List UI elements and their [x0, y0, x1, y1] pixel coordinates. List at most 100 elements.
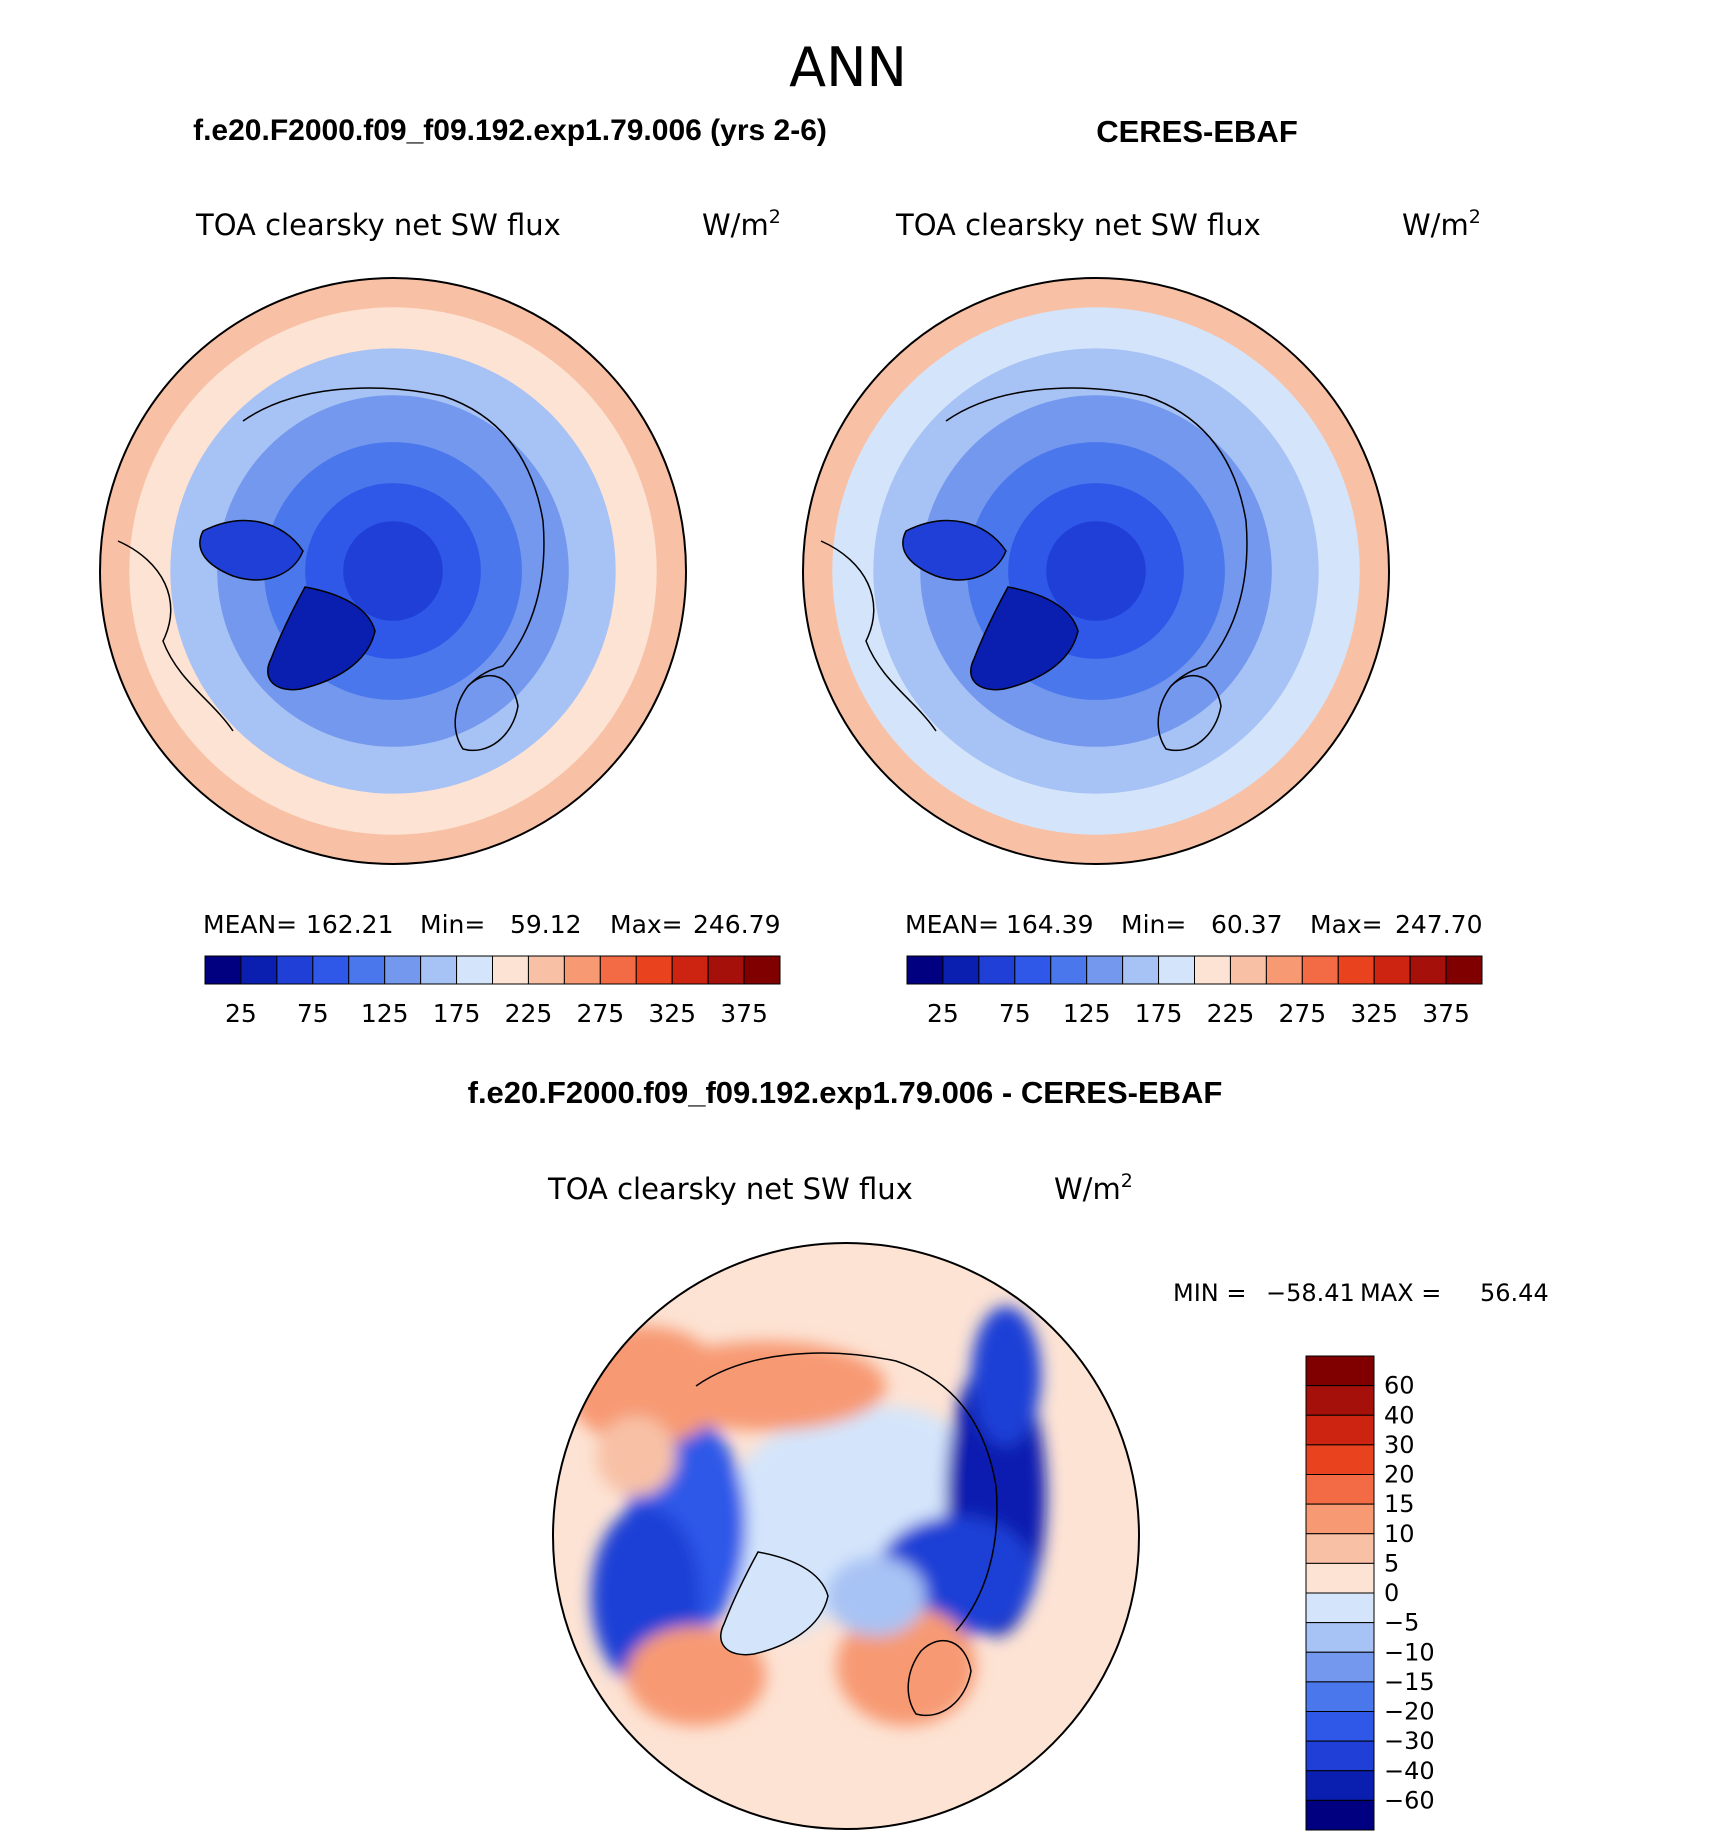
model-cbar-swatch-9 [527, 955, 565, 985]
diff-patch-2 [806, 1406, 966, 1506]
stat-min: 60.37 [1211, 910, 1283, 939]
diff-cbar-swatch-12 [1305, 1711, 1375, 1742]
obs-cbar-tick-label: 75 [999, 999, 1031, 1028]
diff-cbar-tick-label: −5 [1384, 1609, 1419, 1637]
diff-cbar-swatch-4 [1305, 1474, 1375, 1505]
model-cbar-swatch-11 [599, 955, 637, 985]
stats-model: MEAN= 162.21 Min= 59.12 Max= 246.79 [203, 910, 780, 939]
diff-coastline [695, 1352, 998, 1632]
colorbar-model: 25 75 125 175 225 275 325 375 [204, 955, 781, 1028]
stat-mean: 162.21 [306, 910, 393, 939]
obs-cbar-swatch-14 [1409, 955, 1447, 985]
panel-diff-units: W/m2 [1054, 1170, 1133, 1206]
obs-cbar-swatch-11 [1301, 955, 1339, 985]
obs-scandinavia [1157, 675, 1222, 752]
obs-cbar-swatch-8 [1194, 955, 1231, 985]
model-cbar-tick-label: 325 [648, 999, 696, 1028]
obs-cbar-tick-label: 25 [927, 999, 959, 1028]
panel-model-title: TOA clearsky net SW flux [195, 208, 561, 242]
diff-scandinavia [907, 1640, 972, 1717]
map-model-border [99, 277, 687, 865]
stat-max-label: Max= [1310, 910, 1383, 939]
stat-min-label: MIN = [1173, 1279, 1246, 1307]
model-cbar-swatch-14 [707, 955, 745, 985]
diff-cbar-tick-label: −60 [1384, 1786, 1435, 1814]
obs-cbar-tick-label: 325 [1350, 999, 1398, 1028]
model-greenland [267, 586, 376, 691]
obs-cbar-swatch-3 [1014, 955, 1052, 985]
diff-patch-11 [836, 1606, 976, 1726]
diff-cbar-tick-label: −10 [1384, 1638, 1435, 1666]
panel-model: TOA clearsky net SW flux W/m2 MEAN= 162.… [99, 206, 781, 1028]
model-cbar-swatch-2 [276, 955, 314, 985]
panel-model-units: W/m2 [702, 206, 781, 242]
stat-min-label: Min= [420, 910, 485, 939]
model-cbar-swatch-12 [635, 955, 673, 985]
obs-coastline [945, 387, 1248, 687]
diff-cbar-tick-label: 5 [1384, 1549, 1399, 1577]
model-cbar-swatch-1 [240, 955, 278, 985]
panel-diff-title: TOA clearsky net SW flux [547, 1172, 913, 1206]
map-diff-border [552, 1242, 1140, 1830]
obs-cbar-tick-label: 275 [1278, 999, 1326, 1028]
model-coastline-west [117, 540, 234, 732]
diff-cbar-swatch-1 [1305, 1385, 1375, 1416]
diff-cbar-swatch-2 [1305, 1414, 1375, 1446]
diff-cbar-tick-label: 30 [1384, 1431, 1415, 1459]
obs-cbar-swatch-9 [1229, 955, 1267, 985]
diff-cbar-swatch-0 [1305, 1355, 1375, 1387]
model-cbar-swatch-8 [492, 955, 529, 985]
stat-min: 59.12 [510, 910, 582, 939]
diff-cbar-tick-label: −15 [1384, 1668, 1435, 1696]
diff-cbar-tick-label: 0 [1384, 1579, 1399, 1607]
model-cbar-swatch-7 [456, 955, 493, 985]
diff-cbar-swatch-8 [1305, 1592, 1375, 1624]
diff-patch-4 [971, 1306, 1041, 1446]
obs-cbar-swatch-0 [906, 955, 944, 985]
model-cbar-tick-label: 25 [225, 999, 257, 1028]
obs-cbar-tick-label: 375 [1422, 999, 1470, 1028]
panel-obs: TOA clearsky net SW flux W/m2 MEAN= 164.… [802, 206, 1483, 1028]
model-archipelago [199, 519, 304, 581]
model-cbar-tick-label: 125 [361, 999, 409, 1028]
obs-cbar-swatch-15 [1445, 955, 1483, 985]
model-cbar-tick-label: 375 [720, 999, 768, 1028]
obs-cbar-tick-label: 225 [1207, 999, 1255, 1028]
diff-patch-12 [826, 1556, 926, 1636]
diff-cbar-swatch-3 [1305, 1444, 1375, 1475]
model-cbar-swatch-15 [743, 955, 781, 985]
model-coastline [242, 387, 545, 687]
model-cbar-swatch-4 [348, 955, 386, 985]
model-cbar-tick-label: 275 [576, 999, 624, 1028]
stat-max-label: MAX = [1360, 1279, 1441, 1307]
model-cbar-swatch-3 [312, 955, 350, 985]
stat-max-label: Max= [610, 910, 683, 939]
diff-cbar-tick-label: 15 [1384, 1490, 1415, 1518]
diff-greenland [720, 1551, 829, 1656]
obs-band-0 [1046, 521, 1146, 621]
obs-cbar-swatch-7 [1158, 955, 1195, 985]
obs-cbar-swatch-5 [1086, 955, 1124, 985]
diff-cbar-tick-label: 60 [1384, 1372, 1415, 1400]
obs-cbar-swatch-12 [1337, 955, 1375, 985]
obs-cbar-tick-label: 175 [1135, 999, 1183, 1028]
panel-obs-units: W/m2 [1402, 206, 1481, 242]
model-cbar-tick-label: 175 [433, 999, 481, 1028]
map-diff [553, 1243, 1139, 1829]
obs-cbar-swatch-2 [978, 955, 1016, 985]
model-scandinavia [454, 675, 519, 752]
stats-obs: MEAN= 164.39 Min= 60.37 Max= 247.70 [905, 910, 1482, 939]
stat-mean-label: MEAN= [905, 910, 999, 939]
obs-cbar-tick-label: 125 [1063, 999, 1111, 1028]
diff-cbar-tick-label: −20 [1384, 1698, 1435, 1726]
figure-title: ANN [789, 36, 907, 99]
colorbar-obs: 25 75 125 175 225 275 325 375 [906, 955, 1483, 1028]
map-obs [803, 278, 1389, 864]
map-obs-border [802, 277, 1390, 865]
model-band-0 [343, 521, 443, 621]
model-cbar-tick-label: 225 [505, 999, 553, 1028]
obs-cbar-swatch-13 [1373, 955, 1411, 985]
diff-cbar-swatch-10 [1305, 1651, 1375, 1683]
diff-cbar-swatch-14 [1305, 1770, 1375, 1801]
